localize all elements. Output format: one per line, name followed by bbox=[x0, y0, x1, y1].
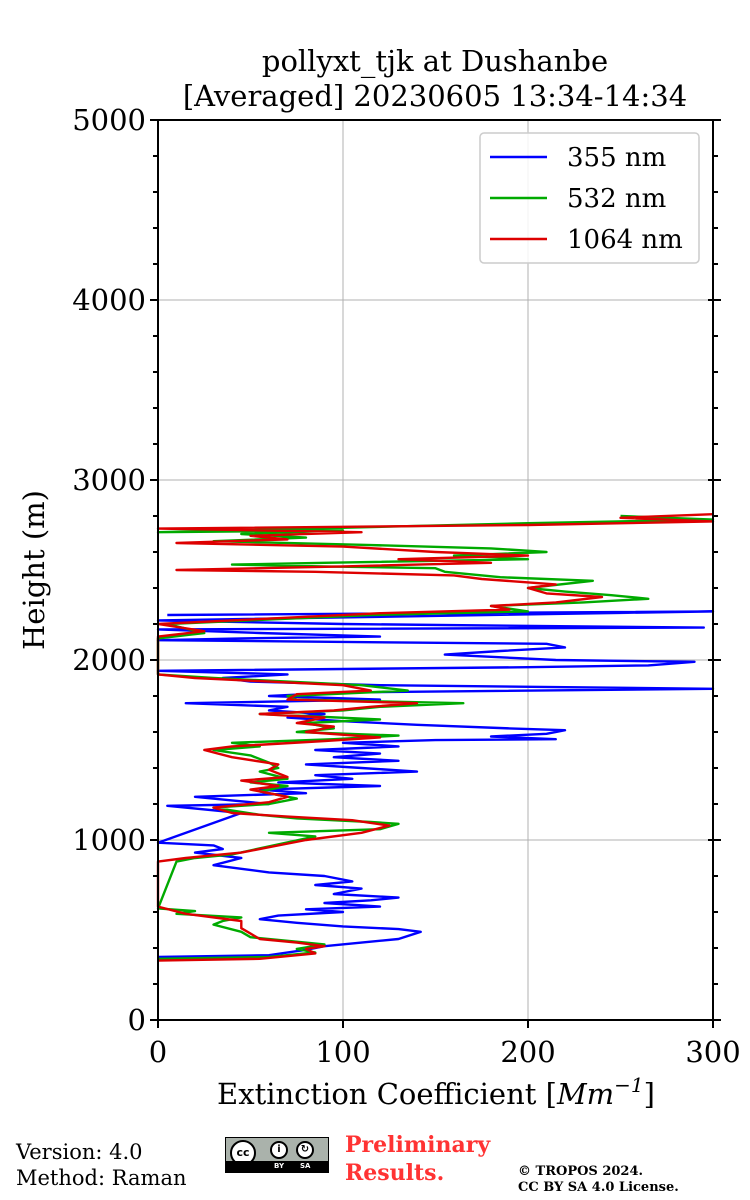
y-tick-label: 5000 bbox=[72, 103, 146, 137]
version-info: Version: 4.0 Method: Raman bbox=[16, 1139, 187, 1191]
legend-label: 1064 nm bbox=[567, 225, 683, 255]
x-axis-label-exp: −1 bbox=[614, 1073, 643, 1097]
y-tick-label: 2000 bbox=[72, 643, 146, 677]
x-axis-label-unit: Mm bbox=[556, 1077, 614, 1111]
version-text: Version: 4.0 bbox=[16, 1140, 143, 1164]
legend: 355 nm 532 nm 1064 nm bbox=[479, 132, 700, 264]
y-axis-label: Height (m) bbox=[17, 490, 51, 650]
legend-box bbox=[479, 132, 700, 264]
attribution-icon: i bbox=[270, 1141, 288, 1159]
x-tick-label: 0 bbox=[149, 1035, 167, 1069]
y-tick-label: 0 bbox=[128, 1003, 146, 1037]
preliminary-line1: Preliminary bbox=[345, 1132, 491, 1158]
cc-license-badge: cc i ↻ BY SA bbox=[225, 1137, 329, 1173]
legend-label: 355 nm bbox=[567, 143, 666, 173]
x-tick-label: 100 bbox=[315, 1035, 370, 1069]
share-alike-icon: ↻ bbox=[296, 1141, 314, 1159]
x-axis-label-close: ] bbox=[644, 1077, 655, 1111]
cc-badge-band bbox=[226, 1161, 328, 1172]
series-line-2 bbox=[156, 513, 715, 962]
preliminary-line2: Results. bbox=[345, 1160, 445, 1186]
chart-title-line1: pollyxt_tjk at Dushanbe bbox=[262, 44, 608, 79]
x-axis-label: Extinction Coefficient [Mm−1] bbox=[217, 1073, 655, 1111]
y-tick-label: 4000 bbox=[72, 283, 146, 317]
cc-by-label: BY bbox=[274, 1162, 285, 1170]
method-text: Method: Raman bbox=[16, 1166, 187, 1190]
x-axis-label-text: Extinction Coefficient [ bbox=[217, 1077, 557, 1111]
plot-frame bbox=[157, 119, 714, 1021]
series-line-0 bbox=[156, 610, 715, 959]
copyright: © TROPOS 2024. CC BY SA 4.0 License. bbox=[518, 1164, 679, 1196]
chart-title-line2: [Averaged] 20230605 13:34-14:34 bbox=[183, 79, 687, 113]
cc-sa-label: SA bbox=[300, 1162, 311, 1170]
x-tick-label: 200 bbox=[500, 1035, 555, 1069]
copyright-line1: © TROPOS 2024. bbox=[518, 1164, 644, 1179]
y-tick-label: 3000 bbox=[72, 463, 146, 497]
legend-label: 532 nm bbox=[567, 184, 666, 214]
series-line-1 bbox=[156, 514, 715, 960]
copyright-line2: CC BY SA 4.0 License. bbox=[518, 1180, 679, 1195]
preliminary-results: Preliminary Results. bbox=[345, 1131, 490, 1187]
series-layer bbox=[156, 513, 715, 962]
y-tick-label: 1000 bbox=[72, 823, 146, 857]
x-tick-label: 300 bbox=[685, 1035, 740, 1069]
